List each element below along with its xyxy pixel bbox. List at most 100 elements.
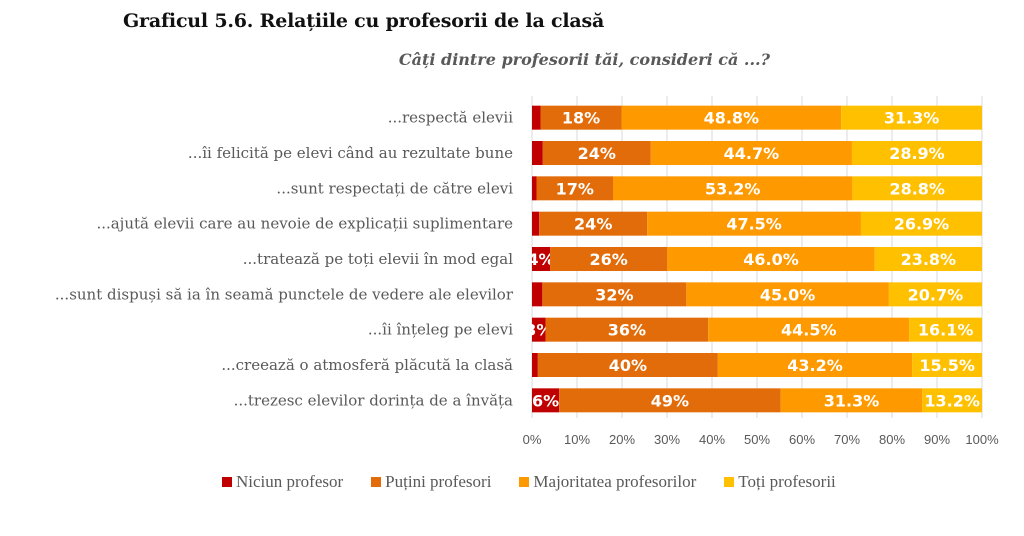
data-label: 47.5% [726, 215, 782, 234]
bar-segment [539, 211, 648, 236]
legend-item: Puțini profesori [371, 472, 491, 492]
data-label: 36% [608, 321, 646, 340]
bar-segment [532, 141, 543, 165]
legend-item: Niciun profesor [222, 472, 343, 492]
bar-segment [621, 105, 842, 130]
x-tick-label: 70% [834, 432, 860, 447]
bar-segment [780, 388, 923, 413]
x-tick-label: 50% [744, 432, 770, 447]
bar-segment [874, 247, 982, 271]
x-tick-label: 90% [924, 432, 950, 447]
x-tick-label: 40% [699, 432, 725, 447]
category-label: ...trezesc elevilor dorința de a învăța [234, 391, 513, 409]
bar-segment [717, 353, 913, 377]
data-label: 44.7% [724, 144, 780, 163]
bar-segment [532, 388, 560, 413]
bar-segment [647, 211, 861, 236]
legend-label: Toți profesorii [738, 472, 836, 491]
bar-segment [532, 211, 540, 236]
data-label: 24% [574, 215, 612, 234]
bars: 18% 48.8% 31.3% 24% 44.7% 28.9% 17% 53.2% 28.8% 2… [525, 105, 982, 413]
bar-segment [542, 282, 687, 307]
legend-label: Majoritatea profesorilor [533, 472, 697, 491]
legend-swatch [222, 477, 232, 487]
bar-segment [550, 247, 668, 271]
legend-item: Toți profesorii [724, 472, 836, 492]
bar-segment [532, 105, 541, 130]
data-label: 43.2% [787, 356, 843, 375]
bar-segment [613, 176, 853, 201]
legend-swatch [519, 477, 530, 487]
bar-segment [860, 211, 982, 236]
bar-segment [532, 317, 546, 342]
x-tick-label: 20% [609, 432, 635, 447]
bar-segment [686, 282, 889, 307]
data-label: 32% [595, 285, 633, 304]
data-label: 45.0% [760, 285, 816, 304]
data-label: 16.1% [918, 321, 974, 340]
data-label: 26% [590, 250, 628, 269]
bar-segment [542, 141, 651, 165]
x-tick-label: 60% [789, 432, 815, 447]
category-labels: ...respectă elevii ...îi felicită pe elev… [55, 109, 514, 410]
bar-segment [909, 317, 982, 342]
legend: Niciun profesor Puțini profesori Majoritat… [222, 472, 836, 492]
chart-subtitle: Câți dintre profesorii tăi, consideri că… [398, 50, 770, 69]
x-tick-label: 100% [965, 432, 999, 447]
data-label: 26.9% [894, 215, 950, 234]
data-label: 31.3% [884, 109, 940, 128]
category-label: ...creează o atmosferă plăcută la clasă [221, 356, 513, 374]
legend-label: Niciun profesor [236, 472, 344, 491]
category-label: ...ajută elevii care au nevoie de explic… [96, 215, 513, 233]
bar-segment [545, 317, 709, 342]
data-label: 40% [609, 356, 647, 375]
data-label: 4% [527, 250, 554, 269]
bar-segment [532, 247, 551, 271]
data-label: 17% [556, 179, 594, 198]
data-label: 18% [562, 109, 600, 128]
category-label: ...îi felicită pe elevi când au rezultat… [188, 144, 513, 162]
bar-segment [532, 176, 537, 201]
data-label: 48.8% [704, 109, 760, 128]
chart-title: Graficul 5.6. Relațiile cu profesorii de… [123, 10, 605, 32]
category-label: ...tratează pe toți elevii în mod egal [243, 250, 513, 268]
bar-segment [537, 353, 718, 377]
data-label: 24% [578, 144, 616, 163]
bar-segment [708, 317, 910, 342]
bar-segment [912, 353, 982, 377]
legend-item: Majoritatea profesorilor [519, 472, 696, 492]
bar-segment [667, 247, 875, 271]
bar-segment [532, 353, 538, 377]
bar-segment [540, 105, 622, 130]
x-axis-ticks: 0% 10% 20% 30% 40% 50% 60% 70% 80% 90% 100% [523, 432, 999, 447]
data-label: 28.8% [889, 179, 945, 198]
data-label: 49% [651, 391, 689, 410]
data-label: 31.3% [824, 391, 880, 410]
data-label: 28.9% [889, 144, 945, 163]
x-tick-label: 80% [879, 432, 905, 447]
bar-segment [536, 176, 613, 201]
category-label: ...sunt dispuși să ia în seamă punctele … [55, 285, 514, 303]
bar-segment [922, 388, 982, 413]
category-label: ...sunt respectați de către elevi [276, 179, 513, 197]
legend-swatch [724, 477, 735, 487]
data-label: 6% [532, 391, 559, 410]
category-label: ...respectă elevii [388, 109, 513, 127]
data-label: 46.0% [743, 250, 799, 269]
x-tick-label: 0% [523, 432, 542, 447]
category-label: ...îi înțeleg pe elevi [368, 321, 513, 339]
data-label: 53.2% [705, 179, 761, 198]
legend-swatch [371, 477, 382, 487]
bar-segment [559, 388, 781, 413]
x-tick-label: 10% [564, 432, 590, 447]
bar-segment [532, 282, 543, 307]
data-label: 23.8% [901, 250, 957, 269]
data-label: 13.2% [924, 391, 980, 410]
bar-segment [841, 105, 982, 130]
bar-segment [852, 176, 982, 201]
bar-segment [888, 282, 982, 307]
data-label: 20.7% [908, 285, 964, 304]
x-tick-label: 30% [654, 432, 680, 447]
data-label: 15.5% [919, 356, 975, 375]
